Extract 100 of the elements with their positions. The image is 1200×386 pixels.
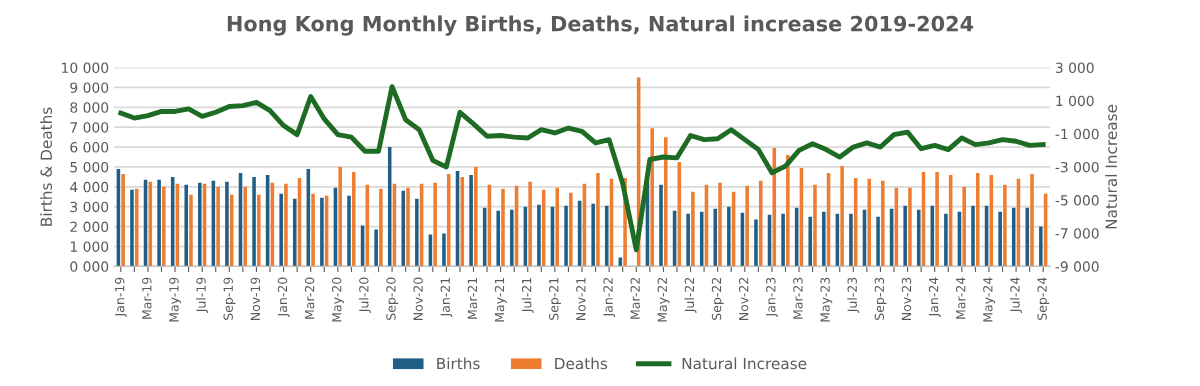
y-tick-label: 5 000: [70, 161, 109, 173]
bar: [216, 186, 220, 267]
bar: [944, 213, 948, 267]
x-tick-label: Jan-24: [928, 277, 941, 318]
y2-axis-title: Natural Increase: [1105, 104, 1118, 229]
x-tick-label: May-24: [983, 277, 996, 322]
x-tick-label: Mar-19: [142, 277, 152, 319]
x-tick-label: Sep-20: [386, 277, 399, 320]
bar: [1025, 207, 1030, 267]
bar: [691, 191, 695, 267]
bar: [596, 172, 600, 267]
bar: [374, 229, 378, 267]
y-tick-label: 3 000: [70, 201, 109, 213]
x-tick-label: Nov-20: [413, 277, 423, 321]
bar: [659, 184, 663, 267]
x-tick-label: Mar-20: [304, 277, 315, 319]
y-tick-label: 6 000: [70, 142, 109, 153]
bar: [351, 171, 356, 267]
x-tick-label: Mar-23: [793, 277, 803, 319]
bar: [935, 171, 939, 267]
bar: [225, 181, 229, 267]
bar: [1003, 184, 1007, 267]
x-tick-label: Nov-23: [901, 277, 912, 321]
bar: [279, 193, 283, 267]
bar: [184, 184, 189, 267]
bar: [320, 197, 324, 267]
x-tick-label: Jul-24: [1010, 277, 1023, 313]
bar: [808, 216, 813, 267]
bar: [754, 219, 758, 267]
bar: [338, 166, 342, 267]
bar: [663, 137, 668, 267]
bar: [406, 187, 410, 267]
bar: [876, 216, 880, 267]
bar: [510, 209, 514, 267]
x-tick-label: May-23: [820, 277, 833, 322]
x-tick-label: Jul-19: [196, 277, 209, 313]
bar: [971, 205, 975, 267]
x-tick-label: May-20: [332, 277, 344, 322]
bar: [713, 208, 718, 267]
y-axis-title: Births & Deaths: [40, 107, 53, 226]
bar: [446, 173, 451, 267]
x-tick-label: Jul-23: [847, 277, 860, 313]
bar: [998, 211, 1002, 267]
x-tick-label: Mar-24: [956, 277, 966, 319]
bar: [758, 180, 763, 267]
x-tick-label: May-22: [657, 278, 670, 322]
x-tick-label: Jul-21: [521, 277, 534, 313]
bar: [849, 213, 853, 267]
bar: [311, 193, 315, 267]
bar: [718, 182, 722, 267]
y-tick-label: 8 000: [70, 102, 109, 113]
x-tick-label: Sep-19: [223, 277, 236, 320]
bar: [496, 210, 501, 267]
bar: [1039, 226, 1043, 267]
y-tick-label: 7 000: [70, 122, 109, 133]
y-tick-label: 9 000: [70, 82, 109, 93]
bar: [537, 204, 541, 267]
bar: [257, 194, 261, 267]
bar: [786, 155, 790, 267]
x-tick-label: Jan-22: [603, 278, 616, 318]
bar: [121, 173, 125, 267]
bar: [401, 190, 406, 267]
y-tick-label: 10 000: [62, 62, 109, 74]
bar: [134, 188, 139, 267]
bar: [130, 189, 134, 267]
x-tick-label: Nov-22: [738, 278, 749, 321]
x-tick-label: Jan-19: [114, 277, 127, 318]
chart-title: Hong Kong Monthly Births, Deaths, Natural increase 2019-2024: [227, 15, 974, 36]
bar: [198, 182, 202, 267]
bar: [569, 192, 573, 267]
x-tick-label: May-19: [169, 277, 182, 322]
x-tick-label: Jan-20: [277, 277, 290, 318]
x-tick-label: Jan-21: [440, 277, 453, 318]
x-tick-label: Sep-24: [1037, 277, 1050, 320]
bar: [555, 187, 560, 267]
bar: [379, 188, 383, 267]
x-tick-label: Mar-22: [630, 278, 640, 319]
x-tick-label: Sep-21: [549, 277, 561, 320]
bar: [881, 180, 885, 267]
bar: [157, 179, 161, 267]
bar: [781, 213, 785, 267]
y2-tick-label: -3 000: [1055, 161, 1099, 173]
x-tick-label: Mar-21: [467, 277, 478, 319]
legend-label: Deaths: [555, 357, 608, 370]
y-tick-label: 0 000: [70, 261, 109, 272]
bar: [564, 205, 568, 267]
legend-label: Natural Increase: [682, 357, 807, 370]
x-tick-label: Jul-20: [358, 277, 371, 313]
bar: [415, 198, 419, 267]
bar: [433, 182, 437, 267]
x-tick-label: Jan-23: [766, 277, 778, 318]
bar: [591, 203, 595, 267]
y2-tick-label: 1 000: [1056, 95, 1094, 107]
y2-tick-label: -1 000: [1055, 128, 1099, 140]
bar: [1030, 173, 1034, 267]
bar: [189, 194, 193, 267]
bar: [474, 166, 478, 267]
bar: [469, 174, 473, 267]
y2-tick-label: -7 000: [1055, 228, 1099, 239]
y-tick-label: 2 000: [70, 221, 109, 233]
